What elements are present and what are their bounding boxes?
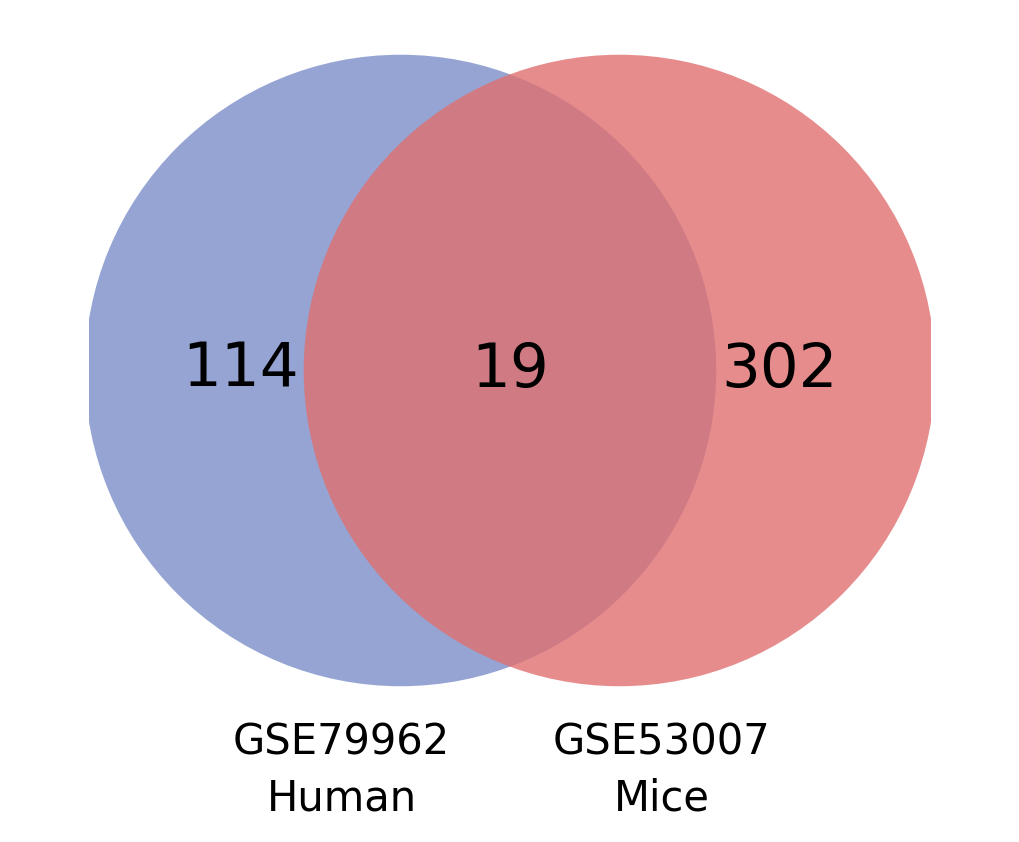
- Text: 114: 114: [182, 341, 299, 400]
- Text: 19: 19: [471, 341, 548, 400]
- Text: 302: 302: [720, 341, 837, 400]
- Text: GSE53007
Mice: GSE53007 Mice: [552, 722, 769, 819]
- Text: GSE79962
Human: GSE79962 Human: [232, 722, 449, 819]
- Circle shape: [85, 55, 715, 686]
- Circle shape: [304, 55, 934, 686]
